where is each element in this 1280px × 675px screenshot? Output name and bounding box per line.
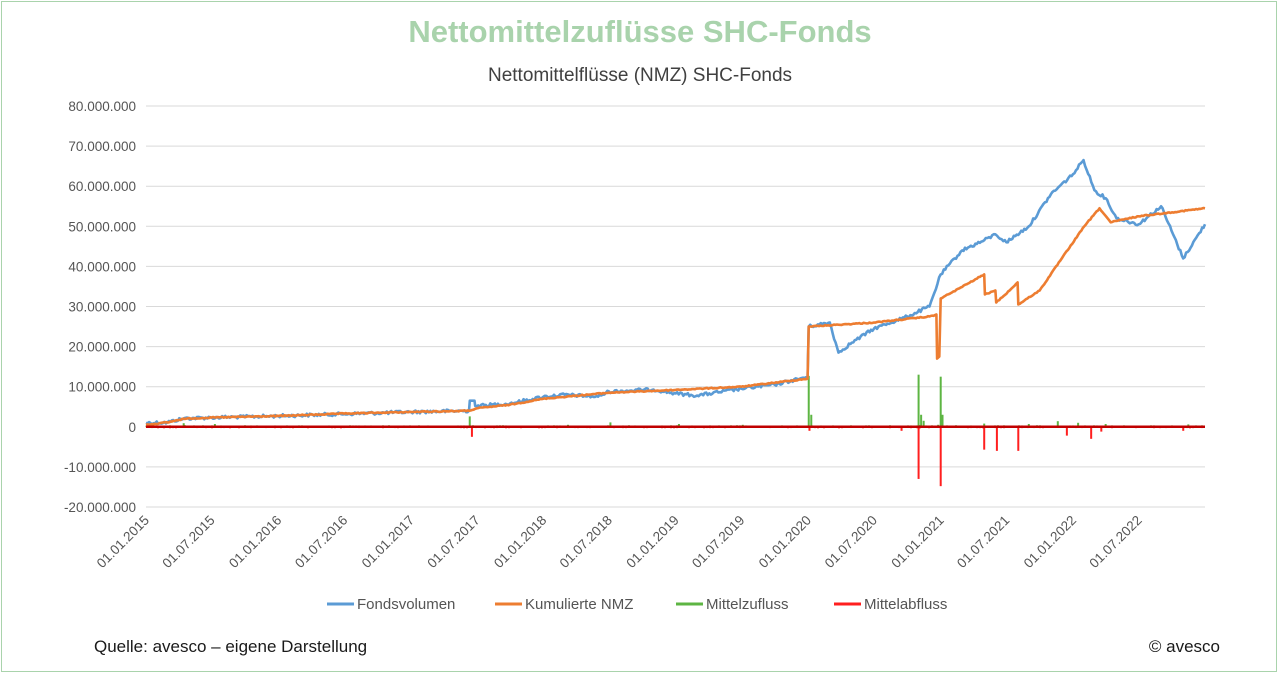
y-tick-label: 50.000.000 bbox=[68, 219, 136, 234]
legend-label: Mittelabfluss bbox=[864, 596, 947, 613]
chart-subtitle: Nettomittelflüsse (NMZ) SHC-Fonds bbox=[487, 65, 793, 86]
y-tick-label: 20.000.000 bbox=[68, 340, 136, 355]
x-tick-label: 01.07.2022 bbox=[1086, 513, 1144, 571]
y-tick-label: 80.000.000 bbox=[68, 99, 136, 114]
line-series-layer bbox=[145, 158, 1207, 427]
x-tick-label: 01.01.2016 bbox=[226, 513, 284, 571]
x-tick-label: 01.01.2020 bbox=[756, 513, 814, 571]
legend-label: Kumulierte NMZ bbox=[525, 596, 633, 613]
y-tick-label: 30.000.000 bbox=[68, 300, 136, 315]
x-tick-label: 01.07.2016 bbox=[292, 513, 350, 571]
grid-layer bbox=[146, 105, 1205, 508]
x-tick-label: 01.07.2015 bbox=[159, 513, 217, 571]
series-line-kumulierte-nmz bbox=[145, 206, 1206, 427]
source-note: Quelle: avesco – eigene Darstellung bbox=[94, 637, 368, 656]
x-tick-label: 01.07.2019 bbox=[689, 513, 747, 571]
x-axis-ticks: 01.01.2015 01.07.2015 01.01.2016 01.07.2016… bbox=[94, 513, 1145, 571]
y-tick-label: 60.000.000 bbox=[68, 179, 136, 194]
y-axis-ticks: 80.000.000 70.000.000 60.000.000 50.000.000… bbox=[64, 99, 136, 515]
x-tick-label: 01.01.2019 bbox=[623, 513, 681, 571]
x-tick-label: 01.01.2018 bbox=[491, 513, 549, 571]
x-tick-label: 01.01.2022 bbox=[1021, 513, 1079, 571]
main-title: Nettomittelzuflüsse SHC-Fonds bbox=[408, 14, 872, 49]
x-tick-label: 01.07.2021 bbox=[954, 513, 1012, 571]
x-tick-label: 01.01.2015 bbox=[94, 513, 152, 571]
series-line-fondsvolumen bbox=[145, 158, 1207, 426]
x-tick-label: 01.07.2018 bbox=[557, 513, 615, 571]
x-tick-label: 01.07.2020 bbox=[822, 513, 880, 571]
y-tick-label: 40.000.000 bbox=[68, 259, 136, 274]
y-tick-label: -10.000.000 bbox=[64, 460, 136, 475]
y-tick-label: 70.000.000 bbox=[68, 139, 136, 154]
legend: Fondsvolumen Kumulierte NMZ Mittelzufluss M… bbox=[327, 596, 947, 613]
y-tick-label: -20.000.000 bbox=[64, 500, 136, 515]
y-tick-label: 10.000.000 bbox=[68, 380, 136, 395]
legend-label: Mittelzufluss bbox=[706, 596, 789, 613]
copyright-note: © avesco bbox=[1148, 637, 1220, 656]
legend-label: Fondsvolumen bbox=[357, 596, 455, 613]
y-tick-label: 0 bbox=[128, 420, 136, 435]
x-tick-label: 01.01.2021 bbox=[888, 513, 946, 571]
x-tick-label: 01.01.2017 bbox=[359, 513, 417, 571]
x-tick-label: 01.07.2017 bbox=[424, 513, 482, 571]
